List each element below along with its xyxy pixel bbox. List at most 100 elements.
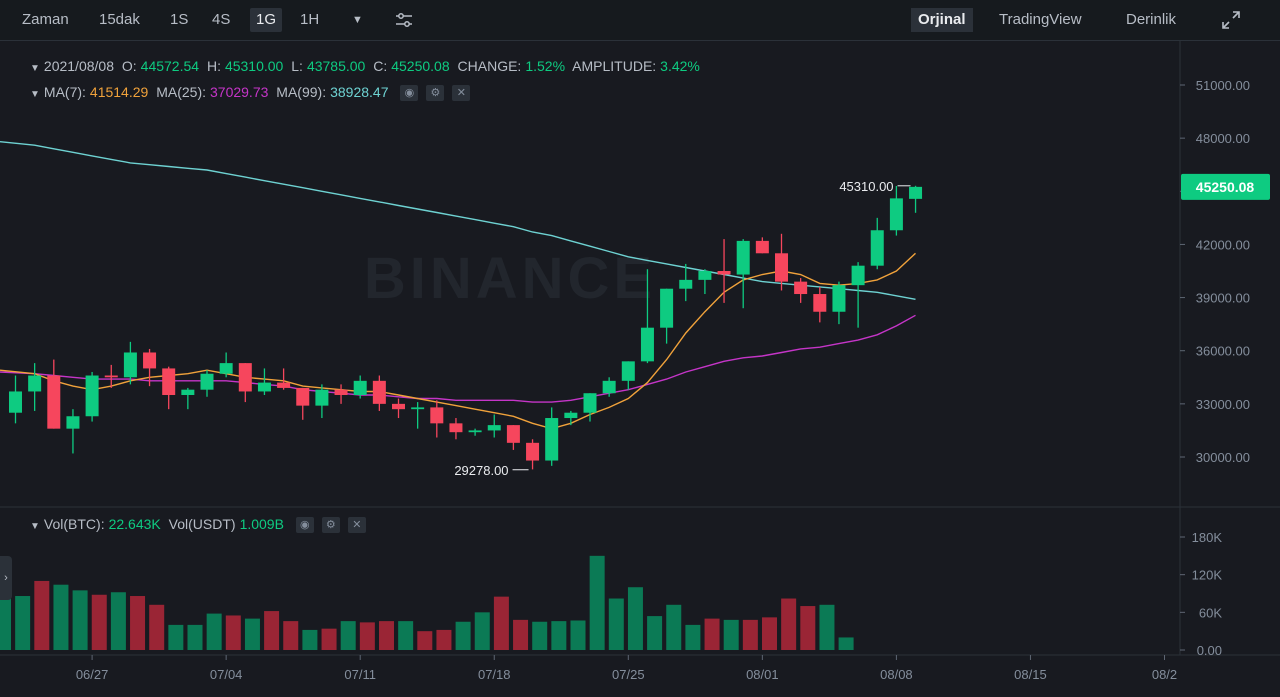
volume-bar (742, 619, 758, 650)
candle-body (909, 186, 923, 199)
eye-icon[interactable]: ◉ (400, 85, 419, 102)
close-icon[interactable]: ✕ (452, 85, 471, 102)
volume-tick-label: 180K (1192, 530, 1223, 545)
gear-icon[interactable]: ⚙ (321, 517, 340, 534)
candle-body (411, 407, 425, 410)
view-derinlik[interactable]: Derinlik (1126, 11, 1177, 28)
volume-bar (110, 592, 126, 650)
view-orjinal[interactable]: Orjinal (911, 8, 973, 32)
ma99-label: MA(99): (276, 84, 327, 100)
high-label: H: (206, 58, 221, 74)
view-tradingview[interactable]: TradingView (999, 11, 1082, 28)
volume-bar (302, 629, 318, 650)
candle-body (583, 393, 597, 413)
candle-body (736, 240, 750, 275)
interval-zaman[interactable]: Zaman (22, 11, 69, 28)
toolbar: Zaman 15dak 1S 4S 1G 1H ▼ Orjinal Tradin… (0, 0, 1280, 41)
change-value: 1.52% (525, 58, 566, 74)
ma7-label: MA(7): (43, 84, 86, 100)
low-value: 43785.00 (306, 58, 366, 74)
interval-4s[interactable]: 4S (212, 11, 231, 28)
date-tick-label: 07/11 (344, 667, 376, 682)
interval-15dak[interactable]: 15dak (99, 11, 140, 28)
price-tick-label: 30000.00 (1196, 450, 1250, 465)
volume-bar (206, 613, 222, 650)
open-label: O: (121, 58, 137, 74)
grid-lines (0, 41, 1280, 656)
date-tick-label: 08/15 (1014, 667, 1047, 682)
vol-btc-value: 22.643K (108, 516, 161, 532)
collapse-caret-icon[interactable]: ▼ (30, 89, 40, 100)
volume-tick-label: 120K (1192, 568, 1223, 583)
chevron-down-icon[interactable]: ▼ (352, 14, 363, 26)
volume-bar (34, 580, 50, 650)
volume-bar (244, 618, 260, 650)
volume-bar (321, 628, 337, 650)
volume-bar (417, 631, 433, 650)
collapse-caret-icon[interactable]: ▼ (30, 63, 40, 74)
candle-body (47, 375, 61, 429)
candle-body (870, 230, 884, 266)
interval-1s[interactable]: 1S (170, 11, 189, 28)
volume-bar (819, 604, 835, 650)
candle-body (392, 403, 405, 410)
volume-bar (570, 620, 586, 650)
candle-body (832, 285, 846, 312)
price-tick-label: 33000.00 (1196, 397, 1250, 412)
candle-body (755, 240, 769, 254)
volume-tick-label: 0.00 (1197, 643, 1222, 658)
ma99-value: 38928.47 (330, 84, 389, 100)
settings-sliders-icon[interactable] (388, 8, 420, 32)
interval-1h[interactable]: 1H (300, 11, 320, 28)
candle-body (545, 418, 559, 461)
volume-bar (781, 598, 797, 650)
close-icon[interactable]: ✕ (347, 517, 366, 534)
volume-bar (493, 596, 509, 650)
candle-body (277, 382, 291, 388)
high-value: 45310.00 (224, 58, 284, 74)
volume-legend: ▼ Vol(BTC): 22.643K Vol(USDT) 1.009B ◉ ⚙ ✕ (30, 516, 370, 534)
price-tick-label: 36000.00 (1196, 344, 1250, 359)
candle-body (200, 373, 214, 390)
ma25-label: MA(25): (156, 84, 206, 100)
date-axis: 06/27 07/04 07/11 07/18 07/25 08/01 08/08 08/15… (76, 655, 1177, 682)
volume-bar (723, 619, 739, 650)
ma99-line (0, 141, 916, 300)
volume-bar (589, 555, 605, 650)
interval-1g[interactable]: 1G (250, 8, 283, 32)
candle-body (257, 382, 271, 392)
candle-body (449, 423, 463, 433)
price-tick-label: 51000.00 (1196, 78, 1250, 93)
candle-body (85, 375, 99, 417)
candle-body (468, 430, 482, 433)
volume-bar (379, 621, 394, 650)
close-value: 45250.08 (391, 58, 450, 74)
candle-body (238, 363, 252, 392)
candle-body (698, 271, 712, 280)
candle-body (353, 380, 367, 395)
ma25-value: 37029.73 (210, 84, 269, 100)
current-price-label: 45250.08 (1196, 179, 1255, 195)
candle-body (660, 288, 674, 328)
volume-bar (762, 617, 777, 650)
volume-bar (340, 621, 356, 650)
candle-body (315, 389, 329, 406)
ma-legend: ▼ MA(7): 41514.29 MA(25): 37029.73 MA(99): 3… (30, 84, 474, 102)
vol-usdt-value: 1.009B (239, 516, 284, 532)
candle-body (775, 253, 788, 282)
current-price-badge (1181, 173, 1270, 200)
price-chart[interactable]: BINANCE 51000.0048000.0045000.0042000.00… (0, 41, 1280, 697)
fullscreen-icon[interactable] (1214, 8, 1248, 32)
collapse-caret-icon[interactable]: ▼ (30, 521, 40, 532)
volume-bar (608, 598, 624, 650)
volume-bar (91, 594, 107, 650)
date-tick-label: 08/2 (1152, 667, 1177, 682)
candle-body (602, 380, 616, 394)
candle-body (717, 271, 731, 275)
candle-body (143, 352, 157, 369)
eye-icon[interactable]: ◉ (295, 517, 314, 534)
candles (9, 185, 923, 470)
volume-bar (800, 606, 816, 650)
gear-icon[interactable]: ⚙ (426, 85, 445, 102)
expand-panel-handle[interactable]: › (0, 556, 12, 600)
